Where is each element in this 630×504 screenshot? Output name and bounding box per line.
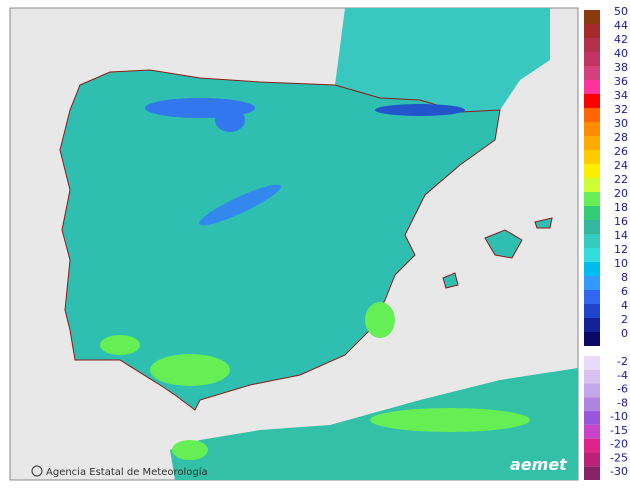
france	[335, 8, 550, 112]
legend-label: 18	[614, 201, 628, 214]
legend-swatch	[584, 38, 600, 52]
legend-label: -6	[617, 383, 628, 396]
legend-swatch	[584, 178, 600, 192]
legend-swatch	[584, 66, 600, 80]
legend-swatch	[584, 466, 600, 480]
land	[59, 8, 578, 480]
legend-swatch	[584, 397, 600, 412]
legend-label: 24	[614, 159, 628, 172]
legend-label: -4	[617, 369, 628, 382]
mallorca	[484, 229, 523, 259]
legend-label: 14	[614, 229, 628, 242]
legend-swatch	[584, 318, 600, 332]
legend-swatch	[584, 304, 600, 318]
legend-label: 2	[621, 313, 628, 326]
logo: aemet	[510, 455, 568, 474]
legend-swatch	[584, 220, 600, 234]
legend-label: 16	[614, 215, 628, 228]
legend-label: 32	[614, 103, 628, 116]
attribution: Agencia Estatal de Meteorología	[46, 466, 208, 478]
cold-area	[199, 184, 281, 226]
legend-label: 0	[621, 327, 628, 340]
legend-label: -30	[610, 465, 628, 478]
legend-swatch	[584, 24, 600, 38]
menorca	[534, 217, 553, 229]
legend-label: 34	[614, 89, 628, 102]
legend-label: 10	[614, 257, 628, 270]
legend-swatch	[584, 411, 600, 425]
warm-area	[172, 440, 208, 460]
legend-label: 38	[614, 61, 628, 74]
legend-swatch	[584, 136, 600, 150]
legend-label: 8	[621, 271, 628, 284]
legend-label: 40	[614, 47, 628, 60]
legend-label: -8	[617, 396, 628, 409]
warm-area	[150, 354, 230, 386]
legend-swatch	[584, 290, 600, 304]
legend-swatch	[584, 438, 600, 453]
legend-label: -20	[610, 438, 628, 451]
legend: 5044424038363432302826242220181614121086…	[584, 5, 628, 480]
legend-swatch	[584, 276, 600, 290]
legend-swatch	[584, 383, 600, 398]
legend-swatch	[584, 10, 600, 24]
legend-label: -10	[610, 410, 628, 423]
legend-label: -25	[610, 451, 628, 464]
legend-label: 36	[614, 75, 628, 88]
legend-label: -15	[610, 424, 628, 437]
legend-swatch	[584, 122, 600, 136]
africa	[170, 368, 578, 480]
legend-label: 42	[614, 33, 628, 46]
cold-area	[215, 108, 245, 132]
legend-swatch	[584, 150, 600, 164]
legend-swatch	[584, 248, 600, 262]
terrain	[100, 98, 530, 460]
legend-swatch	[584, 164, 600, 178]
legend-label: 20	[614, 187, 628, 200]
ibiza	[442, 272, 459, 289]
legend-label: 30	[614, 117, 628, 130]
legend-label: 22	[614, 173, 628, 186]
warm-area	[370, 408, 530, 432]
legend-swatch	[584, 234, 600, 248]
legend-swatch	[584, 94, 600, 108]
legend-label: -2	[617, 355, 628, 368]
legend-label: 44	[614, 19, 628, 32]
legend-swatch	[584, 452, 600, 467]
legend-label: 6	[621, 285, 628, 298]
warm-area	[365, 302, 395, 338]
legend-swatch	[584, 80, 600, 94]
legend-label: 4	[621, 299, 628, 312]
legend-swatch	[584, 108, 600, 122]
legend-swatch	[584, 192, 600, 206]
legend-swatch	[584, 424, 600, 439]
legend-swatch	[584, 332, 600, 346]
legend-swatch	[584, 356, 600, 370]
warm-area	[100, 335, 140, 355]
legend-label: 26	[614, 145, 628, 158]
legend-swatch	[584, 206, 600, 220]
cold-area	[375, 104, 465, 116]
legend-label: 50	[614, 5, 628, 18]
legend-swatch	[584, 369, 600, 384]
legend-label: 12	[614, 243, 628, 256]
legend-swatch	[584, 262, 600, 276]
legend-label: 28	[614, 131, 628, 144]
copyright-icon	[31, 465, 43, 477]
legend-swatch	[584, 52, 600, 66]
